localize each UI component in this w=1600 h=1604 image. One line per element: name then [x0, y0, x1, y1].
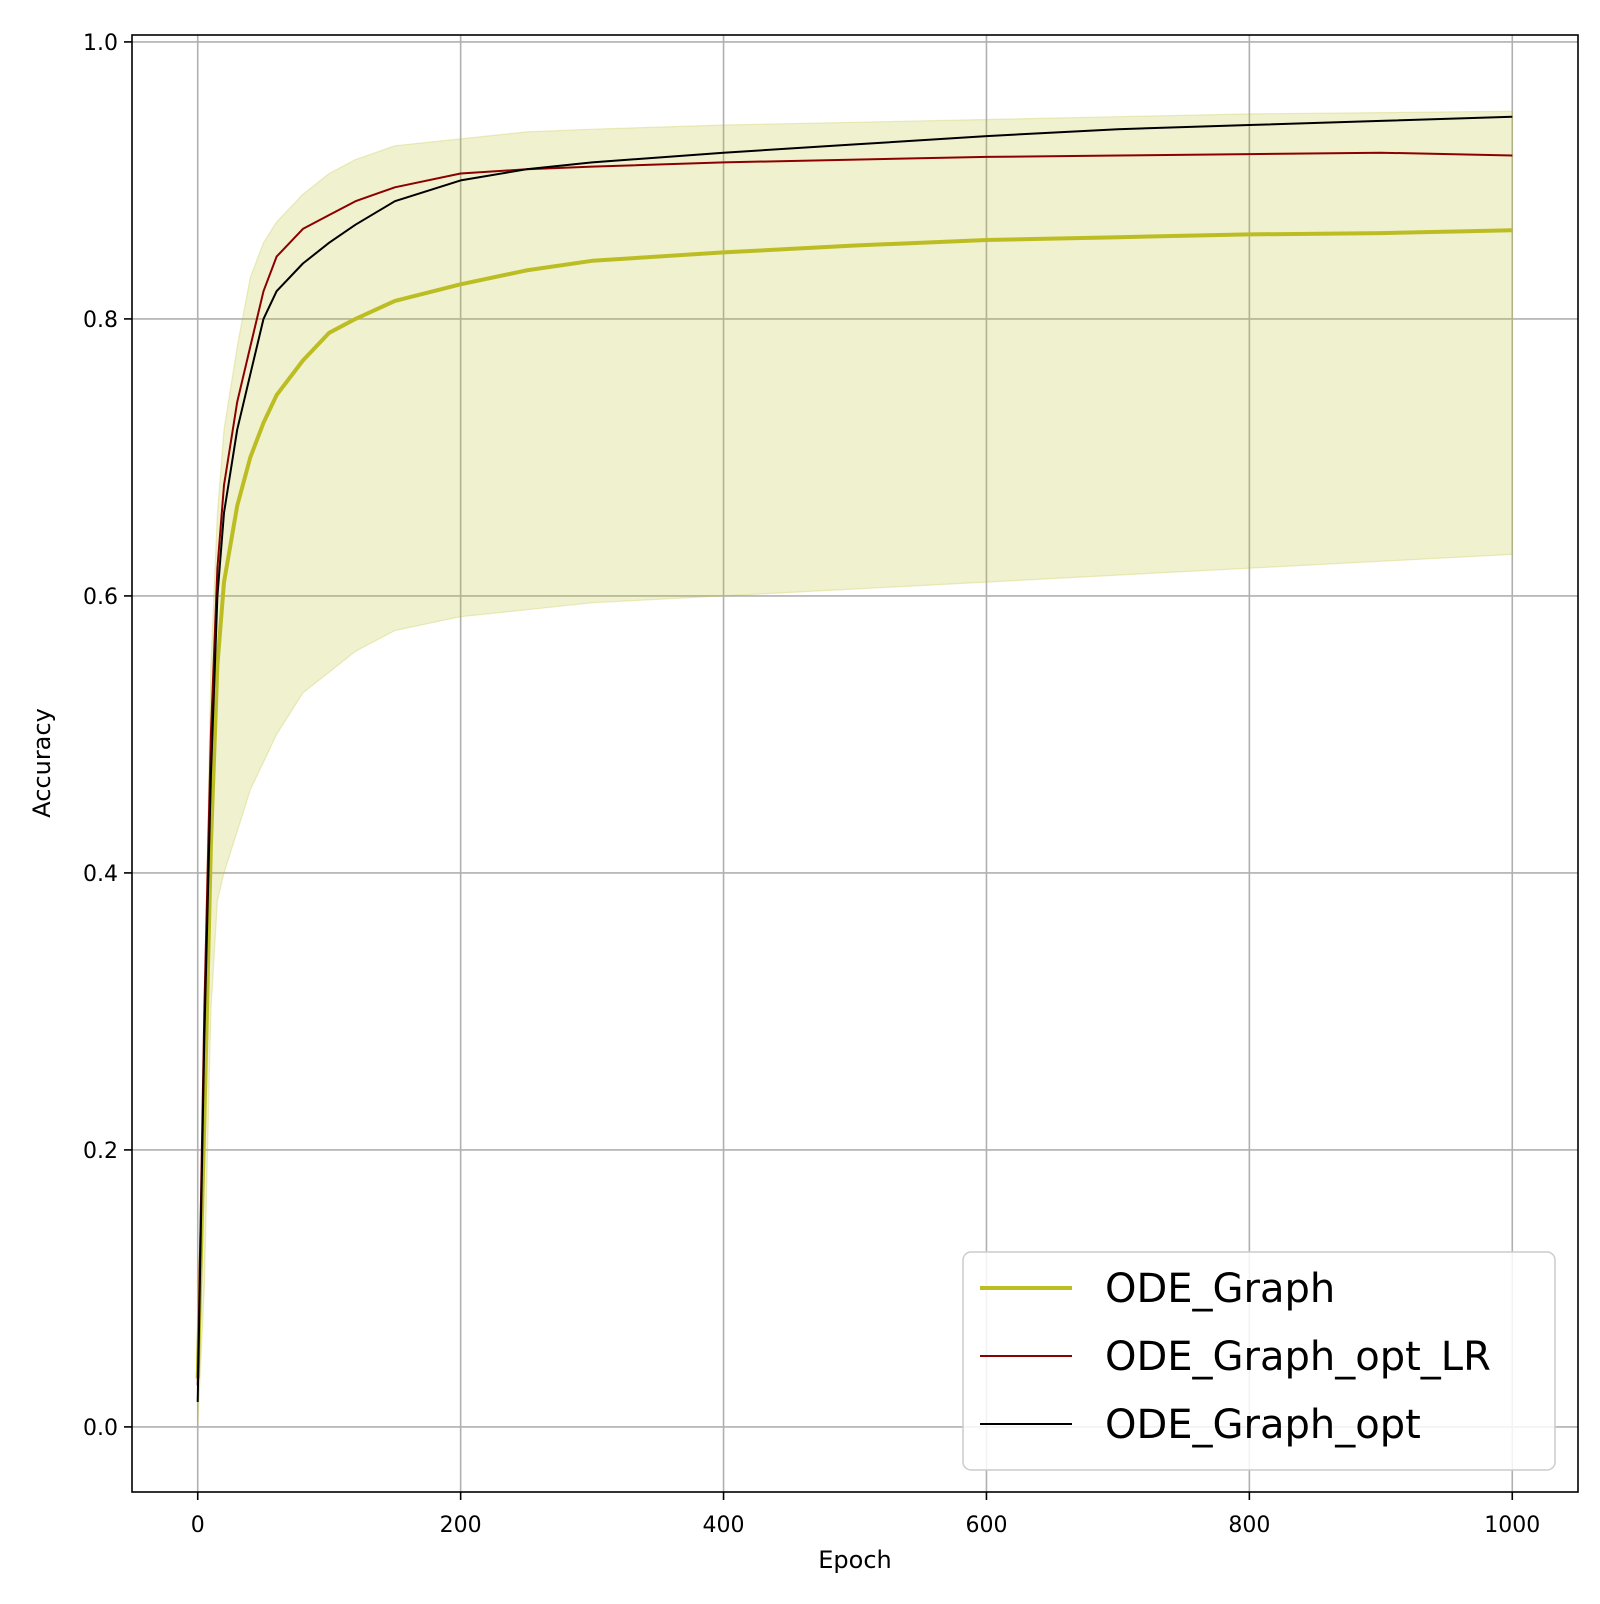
y-axis-ticks: 0.0 0.2 0.4 0.6 0.8 1.0 — [83, 31, 132, 1441]
legend: ODE_Graph ODE_Graph_opt_LR ODE_Graph_opt — [962, 1251, 1556, 1471]
plot-frame — [131, 34, 1579, 1493]
y-tick-label: 1.0 — [83, 31, 118, 56]
ode-graph-opt-line — [196, 115, 1513, 1403]
x-tick-label: 200 — [440, 1513, 482, 1538]
ode-graph-line — [195, 228, 1513, 1379]
legend-label-ode-graph-opt-lr: ODE_Graph_opt_LR — [1105, 1334, 1491, 1380]
x-axis-label: Epoch — [818, 1546, 892, 1574]
confidence-band-layer — [197, 110, 1513, 1427]
y-tick-label: 0.2 — [83, 1139, 118, 1164]
x-tick-label: 1000 — [1484, 1513, 1540, 1538]
x-tick-label: 400 — [703, 1513, 745, 1538]
y-tick-label: 0.8 — [83, 308, 118, 333]
x-axis-ticks: 0 200 400 600 800 1000 — [191, 1492, 1540, 1538]
y-axis-label: Accuracy — [28, 708, 56, 818]
ode-graph-std-band — [197, 110, 1513, 1427]
legend-label-ode-graph: ODE_Graph — [1105, 1266, 1335, 1312]
x-tick-label: 600 — [965, 1513, 1007, 1538]
legend-label-ode-graph-opt: ODE_Graph_opt — [1105, 1402, 1421, 1448]
y-tick-label: 0.6 — [83, 585, 118, 610]
series-layer — [195, 115, 1513, 1403]
plot-area — [132, 35, 1578, 1492]
legend-box — [962, 1251, 1556, 1471]
y-tick-label: 0.4 — [83, 862, 118, 887]
ode-graph-opt-lr-line — [196, 151, 1513, 1386]
x-tick-label: 800 — [1228, 1513, 1270, 1538]
y-tick-label: 0.0 — [83, 1416, 118, 1441]
x-tick-label: 0 — [191, 1513, 205, 1538]
